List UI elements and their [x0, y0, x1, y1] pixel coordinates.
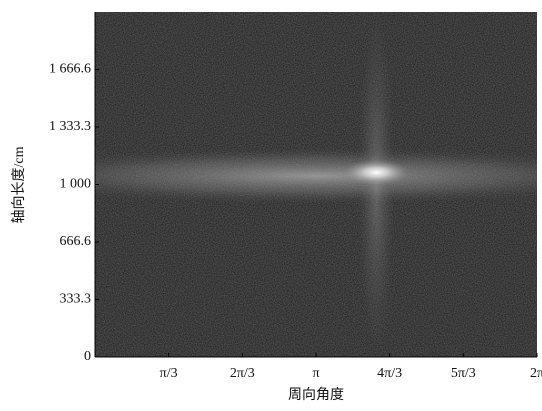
y-axis-label: 轴向长度/cm: [11, 146, 27, 223]
plot-area: [95, 12, 537, 357]
intensity-peak: [342, 159, 411, 186]
x-tick-label: π/3: [160, 366, 178, 381]
y-tick-label: 333.3: [60, 292, 92, 307]
x-tick-label: 5π/3: [451, 366, 476, 381]
x-tick-label: 2π/3: [230, 366, 255, 381]
y-tick-label: 1 000: [60, 177, 92, 192]
x-tick-label: 2π: [530, 366, 542, 381]
x-tick-label: 4π/3: [377, 366, 402, 381]
y-tick-label: 666.6: [60, 234, 92, 249]
intensity-band: [95, 147, 537, 204]
x-axis-label: 周向角度: [288, 387, 344, 403]
y-tick-label: 1 333.3: [49, 119, 91, 134]
y-tick-label: 0: [84, 349, 91, 364]
y-tick-label: 1 666.6: [49, 62, 91, 77]
x-tick-label: π: [312, 366, 319, 381]
